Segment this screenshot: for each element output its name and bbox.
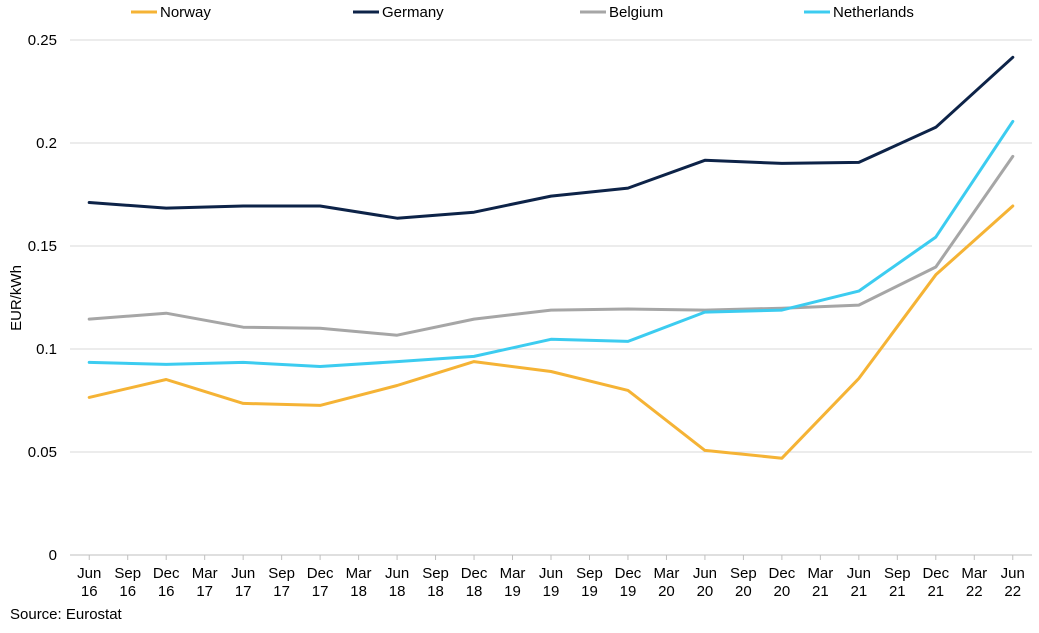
x-tick-label-year: 20 — [774, 583, 791, 600]
x-tick-label-month: Jun — [77, 565, 101, 582]
x-tick-label-year: 18 — [427, 583, 444, 600]
series-line-norway — [87, 204, 1015, 460]
y-tick-label: 0.2 — [36, 135, 57, 152]
legend-label-netherlands: Netherlands — [833, 4, 914, 21]
x-tick-label-month: Mar — [807, 565, 833, 582]
x-tick-label-year: 17 — [312, 583, 329, 600]
x-tick-label-year: 20 — [697, 583, 714, 600]
x-tick-label-month: Sep — [114, 565, 141, 582]
x-tick-label-month: Dec — [153, 565, 180, 582]
x-tick-label-month: Jun — [847, 565, 871, 582]
x-tick-label-month: Sep — [422, 565, 449, 582]
x-tick-label-month: Sep — [884, 565, 911, 582]
x-tick-label-year: 21 — [812, 583, 829, 600]
x-tick-label-year: 22 — [1004, 583, 1021, 600]
x-tick-label-year: 21 — [850, 583, 867, 600]
x-tick-label-month: Jun — [693, 565, 717, 582]
x-tick-label-month: Jun — [539, 565, 563, 582]
y-tick-label: 0.1 — [36, 341, 57, 358]
x-tick-label-year: 18 — [466, 583, 483, 600]
series-line-belgium — [87, 154, 1015, 337]
x-tick-label-month: Mar — [500, 565, 526, 582]
x-tick-label-month: Sep — [268, 565, 295, 582]
x-tick-label-year: 21 — [889, 583, 906, 600]
x-tick-label-month: Dec — [922, 565, 949, 582]
x-tick-label-month: Dec — [307, 565, 334, 582]
x-tick-label-year: 17 — [273, 583, 290, 600]
legend: Norway Germany Belgium Netherlands — [131, 4, 914, 21]
x-tick-label-year: 22 — [966, 583, 983, 600]
series-line-germany — [87, 55, 1015, 220]
y-tick-label: 0 — [49, 547, 57, 564]
x-tick-label-year: 17 — [196, 583, 213, 600]
x-tick-label-month: Mar — [654, 565, 680, 582]
legend-label-germany: Germany — [382, 4, 444, 21]
x-tick-label-year: 18 — [350, 583, 367, 600]
x-tick-label-month: Sep — [576, 565, 603, 582]
x-tick-label-year: 20 — [658, 583, 675, 600]
x-tick-label-year: 19 — [543, 583, 560, 600]
x-tick-label-year: 19 — [581, 583, 598, 600]
x-tick-label-year: 16 — [119, 583, 136, 600]
y-tick-label: 0.15 — [28, 238, 57, 255]
x-tick-label-year: 19 — [504, 583, 521, 600]
legend-label-belgium: Belgium — [609, 4, 663, 21]
y-axis-label: EUR/kWh — [8, 265, 25, 331]
x-tick-label-year: 16 — [158, 583, 175, 600]
x-tick-label-month: Dec — [769, 565, 796, 582]
x-tick-label-month: Jun — [231, 565, 255, 582]
x-tick-label-month: Jun — [385, 565, 409, 582]
legend-label-norway: Norway — [160, 4, 211, 21]
x-tick-label-year: 18 — [389, 583, 406, 600]
x-tick-label-month: Dec — [615, 565, 642, 582]
series — [87, 55, 1015, 460]
y-tick-label: 0.05 — [28, 444, 57, 461]
y-tick-label: 0.25 — [28, 32, 57, 49]
x-tick-label-month: Mar — [961, 565, 987, 582]
x-tick-label-year: 20 — [735, 583, 752, 600]
x-tick-label-month: Mar — [346, 565, 372, 582]
x-tick-label-year: 19 — [620, 583, 637, 600]
x-tick-label-year: 17 — [235, 583, 252, 600]
x-tick-label-month: Jun — [1001, 565, 1025, 582]
x-tick-label-month: Dec — [461, 565, 488, 582]
grid — [70, 39, 1032, 453]
x-tick-label-year: 16 — [81, 583, 98, 600]
series-line-netherlands — [87, 119, 1015, 368]
x-tick-label-month: Sep — [730, 565, 757, 582]
x-tick-label-year: 21 — [927, 583, 944, 600]
x-tick-label-month: Mar — [192, 565, 218, 582]
source-note: Source: Eurostat — [10, 606, 122, 623]
axes: 00.050.10.150.20.25Jun16Sep16Dec16Mar17J… — [28, 32, 1032, 600]
